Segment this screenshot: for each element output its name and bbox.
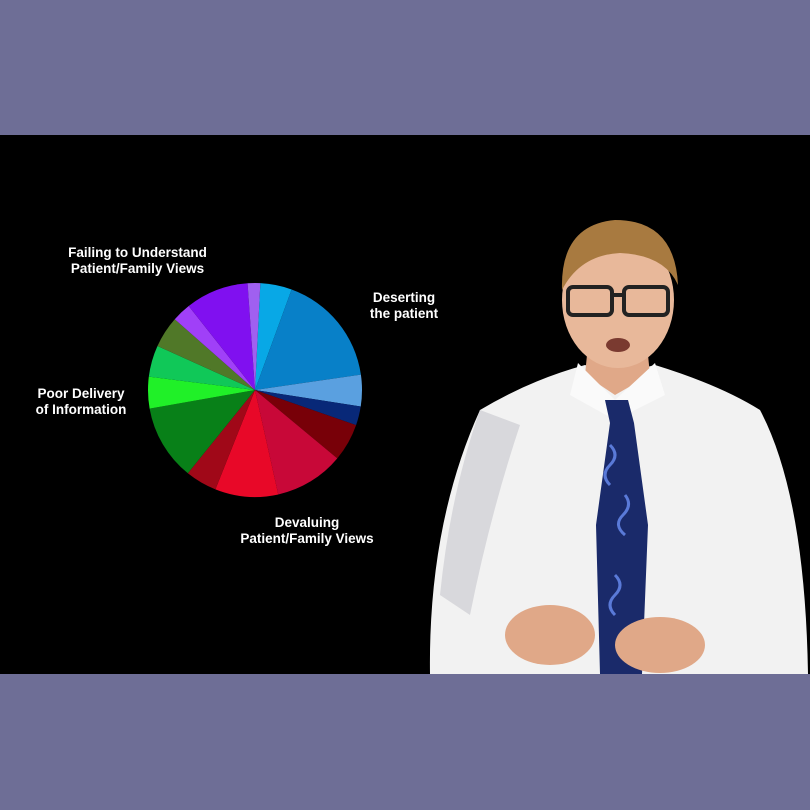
annotation-poor-line1: Poor Delivery bbox=[37, 386, 125, 401]
pie-slice-14 bbox=[188, 283, 255, 390]
pie-slice-5 bbox=[255, 390, 357, 459]
pie-slice-8 bbox=[187, 390, 255, 490]
presenter bbox=[429, 220, 808, 674]
pie-slice-10 bbox=[147, 376, 255, 409]
pie-chart bbox=[147, 282, 363, 498]
annotation-deserting-line1: Deserting bbox=[372, 290, 436, 305]
presenter-glasses-right bbox=[622, 285, 670, 317]
bottom-frame-band bbox=[0, 674, 810, 810]
annotation-failing-line1: Failing to Understand bbox=[68, 245, 207, 260]
pie-slice-3 bbox=[255, 374, 363, 407]
annotation-deserting: Deserting the patient bbox=[358, 290, 450, 322]
pie-slice-6 bbox=[255, 390, 338, 495]
presenter-left-hand bbox=[505, 605, 595, 665]
pie-slice-1 bbox=[255, 283, 292, 390]
pie-slice-9 bbox=[149, 390, 255, 474]
presenter-right-hand bbox=[615, 617, 705, 673]
annotation-poor-delivery: Poor Delivery of Information bbox=[30, 386, 132, 418]
presenter-tie-pattern bbox=[603, 443, 630, 617]
pie-slice-2 bbox=[255, 289, 361, 390]
presenter-glasses-left bbox=[566, 285, 614, 317]
video-frame: Failing to Understand Patient/Family Vie… bbox=[0, 135, 810, 674]
annotation-failing-line2: Patient/Family Views bbox=[70, 261, 205, 276]
pie-slices bbox=[147, 282, 363, 498]
pie-slice-13 bbox=[174, 306, 255, 390]
presenter-mouth bbox=[606, 338, 630, 352]
annotation-devaluing: Devaluing Patient/Family Views bbox=[232, 515, 382, 547]
annotation-devaluing-line1: Devaluing bbox=[274, 515, 340, 530]
annotation-failing: Failing to Understand Patient/Family Vie… bbox=[60, 245, 215, 277]
presenter-collar bbox=[570, 363, 665, 420]
presenter-head bbox=[562, 232, 674, 368]
pie-slice-4 bbox=[255, 390, 361, 426]
presenter-shirt-shadow bbox=[440, 410, 520, 615]
pie-slice-11 bbox=[148, 345, 255, 390]
annotation-deserting-line2: the patient bbox=[369, 306, 439, 321]
annotation-devaluing-line2: Patient/Family Views bbox=[240, 531, 374, 546]
presenter-hair bbox=[561, 220, 678, 290]
pie-slice-12 bbox=[157, 319, 255, 390]
top-frame-band bbox=[0, 0, 810, 135]
pie-slice-7 bbox=[215, 390, 279, 498]
annotation-poor-line2: of Information bbox=[35, 402, 127, 417]
pie-slice-15 bbox=[247, 282, 261, 390]
